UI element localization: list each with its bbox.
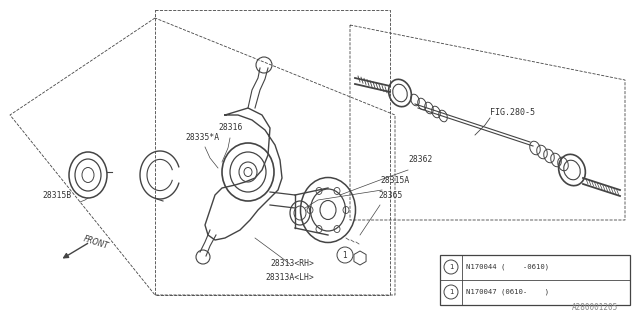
Text: FRONT: FRONT (82, 235, 109, 251)
Text: 28313<RH>: 28313<RH> (270, 259, 314, 268)
Text: FIG.280-5: FIG.280-5 (490, 108, 535, 117)
Text: 28313A<LH>: 28313A<LH> (265, 273, 314, 282)
Text: 1: 1 (449, 264, 453, 270)
Text: 28335*A: 28335*A (185, 133, 219, 142)
Text: 28315A: 28315A (380, 176, 409, 185)
Text: 28365: 28365 (378, 191, 403, 200)
Text: 28362: 28362 (408, 155, 433, 164)
Text: 1: 1 (449, 289, 453, 295)
Bar (440, 255, 630, 305)
Text: 28316: 28316 (218, 123, 243, 132)
Text: 1: 1 (342, 251, 348, 260)
Text: N170047 (0610-    ): N170047 (0610- ) (466, 289, 549, 295)
Text: 28315B: 28315B (42, 191, 71, 200)
Text: N170044 (    -0610): N170044 ( -0610) (466, 264, 549, 270)
Text: A280001205: A280001205 (572, 303, 618, 312)
